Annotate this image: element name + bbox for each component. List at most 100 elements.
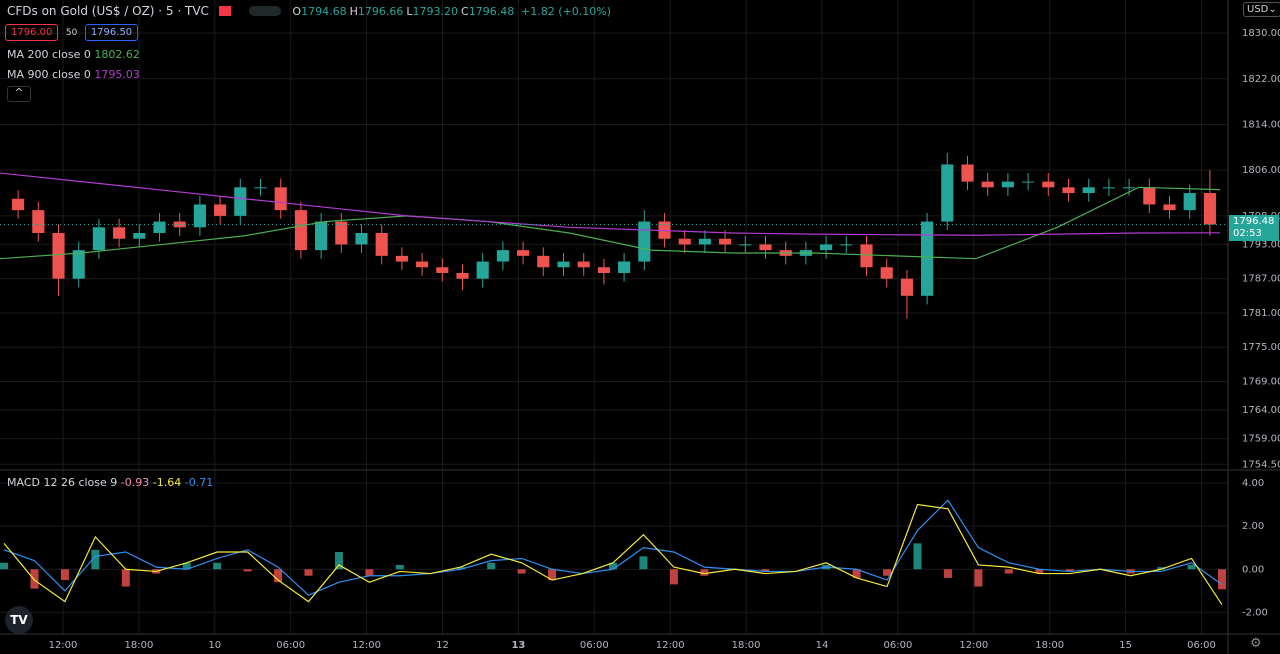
candle-body bbox=[436, 267, 449, 273]
candle-body bbox=[153, 221, 166, 234]
ohlc-value: 1796.48 bbox=[468, 5, 515, 18]
candle-body bbox=[921, 221, 934, 296]
ohlc: O1794.68 H1796.66 L1793.20 C1796.48 bbox=[292, 5, 517, 18]
last-price-label: 1796.48 02:53 bbox=[1229, 215, 1279, 241]
candle-body bbox=[820, 244, 833, 251]
candle-body bbox=[214, 204, 227, 216]
y-tick-label: 1764.00 bbox=[1242, 405, 1280, 416]
x-tick-label: 12:00 bbox=[656, 640, 685, 651]
legend-value: 1795.03 bbox=[94, 68, 140, 81]
histogram-bar bbox=[274, 569, 283, 583]
candle-body bbox=[719, 238, 732, 245]
change: +1.82 (+0.10%) bbox=[521, 5, 611, 18]
symbol[interactable]: CFDs on Gold (US$ / OZ) · 5 · TVC bbox=[7, 4, 209, 18]
candle-body bbox=[1163, 204, 1176, 211]
ma-legend: MA 900 close 0 1795.03 bbox=[7, 68, 140, 81]
candle-body bbox=[638, 221, 651, 262]
histogram-bar bbox=[883, 569, 892, 576]
y-tick-label: 0.00 bbox=[1242, 564, 1264, 575]
histogram-bar bbox=[1218, 569, 1226, 590]
candle-body bbox=[1022, 181, 1035, 183]
candle-body bbox=[496, 250, 509, 262]
candle-body bbox=[517, 250, 530, 256]
histogram-bar bbox=[609, 562, 617, 570]
x-tick-label: 06:00 bbox=[276, 640, 305, 651]
candle-body bbox=[1203, 193, 1216, 225]
collapse-button[interactable]: ^ bbox=[7, 86, 31, 102]
candle-body bbox=[12, 198, 25, 211]
candle-body bbox=[234, 187, 247, 216]
x-tick-label: 15 bbox=[1119, 640, 1132, 651]
legend-name: MA 900 close 0 bbox=[7, 68, 91, 81]
y-tick-label: 1793.00 bbox=[1242, 239, 1280, 250]
ohlc-label: O bbox=[292, 5, 302, 18]
buy-button[interactable]: 1796.50 bbox=[84, 24, 139, 41]
y-tick-label: 1806.00 bbox=[1242, 165, 1280, 176]
settings-icon[interactable]: ⚙ bbox=[1250, 636, 1262, 651]
legend-value: -0.71 bbox=[184, 476, 214, 489]
y-tick-label: 1759.00 bbox=[1242, 434, 1280, 445]
y-tick-label: 1769.00 bbox=[1242, 376, 1280, 387]
candle-body bbox=[375, 233, 388, 256]
candle-body bbox=[678, 238, 691, 245]
x-tick-label: 14 bbox=[816, 640, 829, 651]
flag-icon[interactable] bbox=[218, 6, 231, 16]
candle-body bbox=[294, 210, 307, 251]
candle-body bbox=[52, 233, 65, 279]
histogram-bar bbox=[91, 549, 100, 570]
candle-body bbox=[618, 261, 631, 273]
x-tick-label: 18:00 bbox=[732, 640, 761, 651]
currency-button[interactable]: USD⌄ bbox=[1243, 2, 1280, 17]
x-tick-label: 06:00 bbox=[1187, 640, 1216, 651]
y-tick-label: 1775.00 bbox=[1242, 342, 1280, 353]
histogram-bar bbox=[1065, 569, 1074, 572]
legend-name: MA 200 close 0 bbox=[7, 48, 91, 61]
x-tick-label: 06:00 bbox=[580, 640, 609, 651]
histogram-bar bbox=[1004, 569, 1013, 574]
logo[interactable]: TV bbox=[5, 606, 33, 634]
x-tick-label: 18:00 bbox=[1035, 640, 1064, 651]
candle-body bbox=[900, 278, 913, 296]
x-tick-label: 12:00 bbox=[959, 640, 988, 651]
histogram-bar bbox=[365, 569, 374, 576]
candle-body bbox=[1062, 187, 1075, 194]
candle-body bbox=[941, 164, 954, 222]
histogram-bar bbox=[548, 569, 557, 581]
histogram-bar bbox=[213, 562, 222, 570]
y-tick-label: 1822.00 bbox=[1242, 74, 1280, 85]
candle-body bbox=[981, 181, 994, 188]
x-tick-label: 13 bbox=[511, 640, 525, 651]
histogram-bar bbox=[669, 569, 678, 585]
candle-body bbox=[32, 210, 45, 234]
candle-body bbox=[739, 244, 752, 246]
candle-body bbox=[880, 267, 893, 279]
ma-legend: MA 200 close 0 1802.62 bbox=[7, 48, 140, 61]
y-tick-label: 1754.50 bbox=[1242, 459, 1280, 470]
candle-body bbox=[537, 255, 550, 268]
candle-body bbox=[698, 238, 711, 245]
candle-body bbox=[113, 227, 126, 239]
status-pill[interactable] bbox=[248, 6, 281, 16]
histogram-bar bbox=[60, 569, 69, 581]
candle-body bbox=[315, 221, 328, 251]
candle-body bbox=[355, 233, 368, 245]
candle-body bbox=[597, 267, 610, 273]
y-tick-label: 1781.00 bbox=[1242, 308, 1280, 319]
sell-button[interactable]: 1796.00 bbox=[5, 24, 59, 41]
candle-body bbox=[133, 233, 146, 239]
candle-body bbox=[1102, 187, 1115, 189]
ohlc-value: 1796.66 bbox=[357, 5, 404, 18]
trade-row: 1796.00 50 1796.50 bbox=[5, 24, 139, 41]
candle-body bbox=[456, 272, 469, 279]
candle-body bbox=[395, 255, 408, 262]
y-tick-label: 2.00 bbox=[1242, 521, 1264, 532]
histogram-bar bbox=[943, 569, 952, 578]
histogram-bar bbox=[395, 564, 404, 570]
ohlc-label: L bbox=[406, 5, 413, 18]
ohlc-value: 1793.20 bbox=[412, 5, 459, 18]
histogram-bar bbox=[913, 543, 922, 570]
ohlc-label: H bbox=[349, 5, 358, 18]
candle-body bbox=[557, 261, 570, 268]
